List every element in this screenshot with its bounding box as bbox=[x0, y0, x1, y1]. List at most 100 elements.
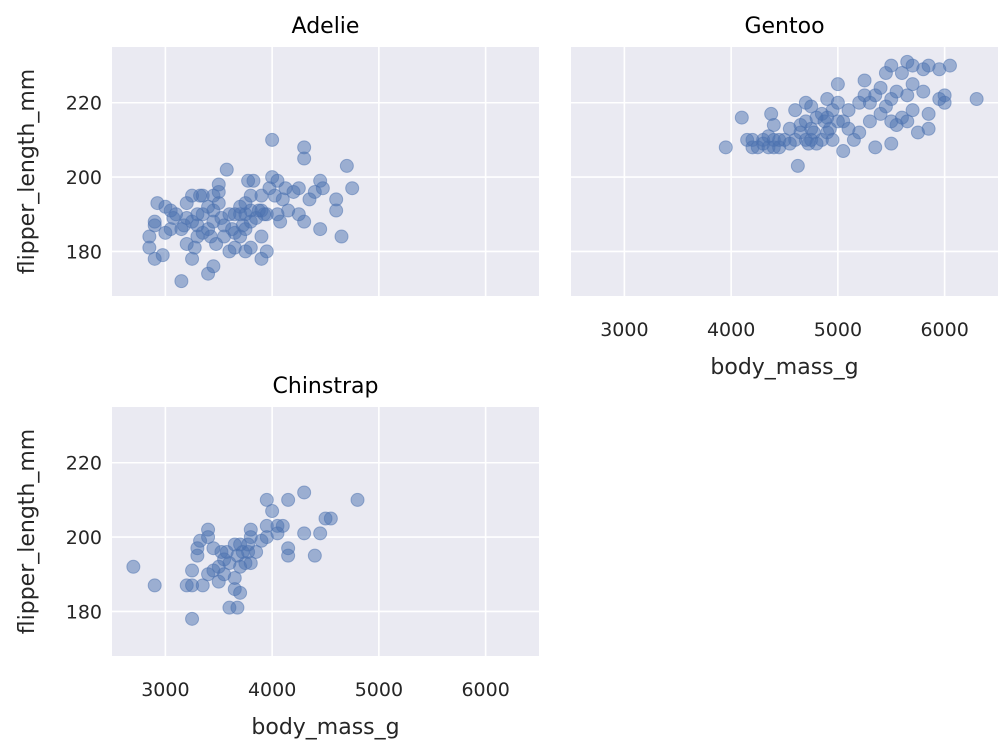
data-point bbox=[734, 110, 749, 125]
data-point bbox=[195, 578, 210, 593]
data-point bbox=[174, 274, 189, 289]
data-point bbox=[243, 522, 258, 537]
data-point bbox=[804, 99, 819, 114]
data-point bbox=[297, 151, 312, 166]
data-point bbox=[265, 504, 280, 519]
data-point bbox=[206, 259, 221, 274]
data-point bbox=[147, 578, 162, 593]
data-point bbox=[249, 544, 264, 559]
y-tick-label: 220 bbox=[66, 93, 102, 115]
y-tick-label: 180 bbox=[66, 601, 102, 623]
x-tick-label: 6000 bbox=[920, 319, 968, 341]
x-tick-label: 4000 bbox=[707, 319, 755, 341]
data-point bbox=[766, 118, 781, 133]
data-point bbox=[894, 66, 909, 81]
data-point bbox=[852, 125, 867, 140]
data-point bbox=[313, 222, 328, 237]
data-point bbox=[862, 114, 877, 129]
data-point bbox=[307, 548, 322, 563]
data-point bbox=[155, 248, 170, 263]
y-axis-label: flipper_length_mm bbox=[15, 429, 40, 634]
facet-panel-gentoo: Gentoo 3000 4000 5000 6000 body_mass_g bbox=[571, 14, 998, 380]
data-point bbox=[147, 218, 162, 233]
facet-title: Chinstrap bbox=[273, 374, 379, 399]
data-point bbox=[857, 73, 872, 88]
data-point bbox=[243, 240, 258, 255]
data-point bbox=[345, 181, 360, 196]
data-point bbox=[254, 229, 269, 244]
y-tick-label: 180 bbox=[66, 241, 102, 263]
data-point bbox=[233, 585, 248, 600]
plot-area bbox=[571, 47, 998, 296]
y-axis-label: flipper_length_mm bbox=[15, 69, 40, 274]
data-point bbox=[942, 58, 957, 73]
data-point bbox=[297, 526, 312, 541]
data-point bbox=[315, 181, 330, 196]
data-point bbox=[905, 77, 920, 92]
data-point bbox=[243, 556, 258, 571]
facet-title: Gentoo bbox=[744, 14, 824, 39]
data-point bbox=[126, 559, 141, 574]
data-point bbox=[921, 106, 936, 121]
facet-panel-adelie: Adelie 180 200 220 flipper_length_mm bbox=[15, 14, 539, 296]
facet-title: Adelie bbox=[292, 14, 360, 39]
data-point bbox=[873, 80, 888, 95]
data-point bbox=[969, 92, 984, 107]
data-point bbox=[718, 140, 733, 155]
data-point bbox=[185, 611, 200, 626]
data-point bbox=[921, 121, 936, 136]
data-point bbox=[905, 103, 920, 118]
y-tick-label: 200 bbox=[66, 527, 102, 549]
facet-panel-chinstrap: Chinstrap 180 200 220 flipper_length_mm 3000 4… bbox=[15, 374, 539, 740]
data-point bbox=[329, 192, 344, 207]
data-point bbox=[185, 563, 200, 578]
data-point bbox=[900, 88, 915, 103]
data-point bbox=[900, 114, 915, 129]
x-axis-label: body_mass_g bbox=[710, 355, 858, 380]
data-point bbox=[334, 229, 349, 244]
data-point bbox=[297, 485, 312, 500]
data-point bbox=[884, 136, 899, 151]
data-point bbox=[265, 132, 280, 147]
y-tick-label: 200 bbox=[66, 167, 102, 189]
data-point bbox=[142, 240, 157, 255]
data-point bbox=[323, 511, 338, 526]
data-point bbox=[227, 570, 242, 585]
data-point bbox=[884, 58, 899, 73]
data-point bbox=[836, 144, 851, 159]
x-tick-label: 3000 bbox=[141, 679, 189, 701]
data-point bbox=[790, 158, 805, 173]
data-point bbox=[291, 181, 306, 196]
data-point bbox=[211, 177, 226, 192]
data-point bbox=[830, 95, 845, 110]
x-tick-label: 6000 bbox=[461, 679, 509, 701]
x-tick-label: 3000 bbox=[600, 319, 648, 341]
x-tick-label: 5000 bbox=[814, 319, 862, 341]
data-point bbox=[350, 492, 365, 507]
data-point bbox=[788, 103, 803, 118]
data-point bbox=[230, 600, 245, 615]
data-point bbox=[259, 492, 274, 507]
data-point bbox=[273, 214, 288, 229]
data-point bbox=[275, 518, 290, 533]
data-point bbox=[841, 103, 856, 118]
data-point bbox=[297, 214, 312, 229]
data-point bbox=[916, 84, 931, 99]
data-point bbox=[830, 77, 845, 92]
x-tick-label: 4000 bbox=[248, 679, 296, 701]
data-point bbox=[246, 173, 261, 188]
data-point bbox=[937, 88, 952, 103]
x-tick-label: 5000 bbox=[355, 679, 403, 701]
data-point bbox=[339, 158, 354, 173]
data-point bbox=[281, 492, 296, 507]
data-point bbox=[259, 244, 274, 259]
data-point bbox=[281, 548, 296, 563]
y-tick-label: 220 bbox=[66, 453, 102, 475]
data-point bbox=[313, 526, 328, 541]
x-axis-label: body_mass_g bbox=[251, 715, 399, 740]
data-point bbox=[868, 140, 883, 155]
plot-area bbox=[112, 47, 539, 296]
data-point bbox=[825, 132, 840, 147]
data-point bbox=[219, 162, 234, 177]
